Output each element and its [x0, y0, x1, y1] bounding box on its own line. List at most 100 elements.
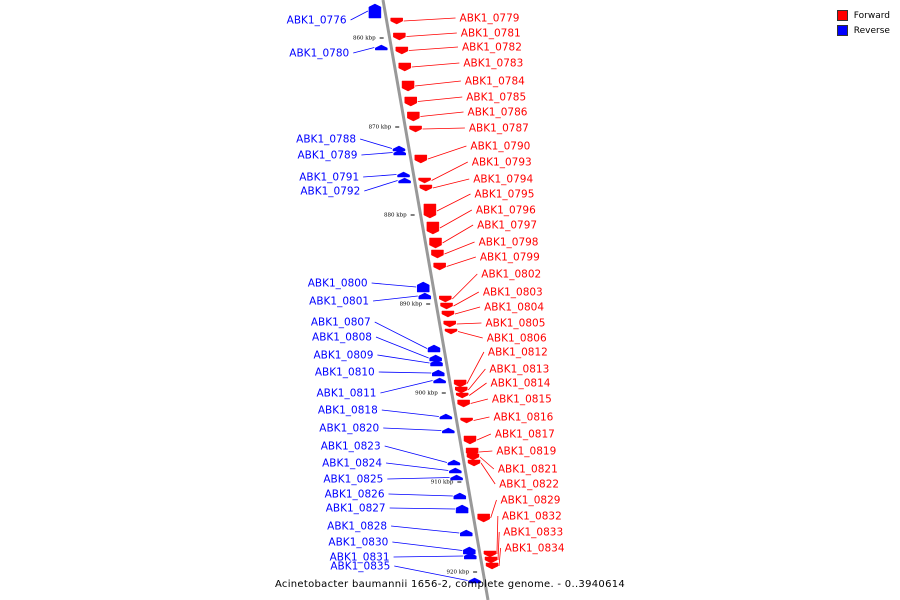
gene-feature[interactable] [433, 377, 446, 384]
gene-label[interactable]: ABK1_0798 [479, 237, 539, 249]
gene-label[interactable]: ABK1_0796 [476, 205, 536, 217]
gene-feature[interactable] [418, 292, 432, 300]
gene-feature[interactable] [390, 17, 403, 25]
gene-feature[interactable] [449, 467, 462, 474]
gene-label[interactable]: ABK1_0829 [501, 495, 561, 507]
gene-label[interactable]: ABK1_0831 [330, 552, 390, 564]
gene-label[interactable]: ABK1_0800 [308, 278, 368, 290]
gene-feature[interactable] [464, 552, 477, 560]
gene-label[interactable]: ABK1_0776 [287, 15, 347, 27]
gene-feature[interactable] [453, 379, 467, 388]
gene-label[interactable]: ABK1_0792 [300, 186, 360, 198]
gene-feature[interactable] [439, 295, 452, 303]
gene-feature[interactable] [441, 310, 455, 318]
gene-label[interactable]: ABK1_0790 [470, 141, 530, 153]
gene-feature[interactable] [398, 62, 411, 72]
gene-label[interactable]: ABK1_0826 [325, 489, 385, 501]
gene-feature[interactable] [484, 556, 498, 564]
gene-label[interactable]: ABK1_0833 [503, 527, 563, 539]
gene-label[interactable]: ABK1_0828 [327, 521, 387, 533]
gene-feature[interactable] [401, 80, 415, 92]
gene-label[interactable]: ABK1_0779 [460, 13, 520, 25]
gene-feature[interactable] [468, 577, 481, 584]
gene-label[interactable]: ABK1_0806 [487, 333, 547, 345]
gene-feature[interactable] [427, 344, 441, 353]
gene-label[interactable]: ABK1_0822 [499, 479, 559, 491]
gene-feature[interactable] [404, 96, 418, 107]
gene-label[interactable]: ABK1_0812 [488, 347, 548, 359]
gene-feature[interactable] [431, 249, 444, 259]
gene-label[interactable]: ABK1_0825 [323, 474, 383, 486]
gene-label[interactable]: ABK1_0782 [462, 42, 522, 54]
gene-feature[interactable] [393, 149, 406, 156]
gene-feature[interactable] [375, 44, 388, 51]
gene-label[interactable]: ABK1_0816 [493, 412, 553, 424]
gene-label[interactable]: ABK1_0834 [505, 543, 565, 555]
gene-feature[interactable] [419, 184, 433, 192]
gene-label[interactable]: ABK1_0801 [309, 296, 369, 308]
gene-feature[interactable] [442, 427, 455, 434]
gene-feature[interactable] [439, 413, 453, 420]
gene-feature[interactable] [395, 46, 409, 55]
gene-label[interactable]: ABK1_0786 [468, 107, 528, 119]
gene-label[interactable]: ABK1_0817 [495, 429, 555, 441]
gene-feature[interactable] [430, 359, 443, 367]
gene-feature[interactable] [443, 320, 456, 328]
gene-label[interactable]: ABK1_0795 [474, 189, 534, 201]
gene-feature[interactable] [444, 328, 458, 335]
gene-feature[interactable] [455, 504, 469, 514]
gene-label[interactable]: ABK1_0803 [483, 287, 543, 299]
gene-feature[interactable] [463, 435, 477, 445]
gene-feature[interactable] [453, 492, 467, 500]
gene-label[interactable]: ABK1_0809 [313, 350, 373, 362]
gene-label[interactable]: ABK1_0808 [312, 332, 372, 344]
gene-feature[interactable] [398, 177, 411, 184]
gene-feature[interactable] [485, 562, 499, 570]
gene-label[interactable]: ABK1_0823 [321, 441, 381, 453]
gene-label[interactable]: ABK1_0814 [491, 378, 551, 390]
gene-label[interactable]: ABK1_0807 [311, 317, 371, 329]
gene-feature[interactable] [433, 262, 446, 271]
gene-label[interactable]: ABK1_0835 [330, 561, 390, 573]
gene-label[interactable]: ABK1_0804 [484, 302, 544, 314]
gene-label[interactable]: ABK1_0810 [315, 367, 375, 379]
gene-feature[interactable] [455, 386, 468, 394]
gene-label[interactable]: ABK1_0784 [465, 76, 525, 88]
gene-feature[interactable] [460, 417, 473, 424]
gene-label[interactable]: ABK1_0781 [461, 28, 521, 40]
gene-label[interactable]: ABK1_0819 [496, 446, 556, 458]
gene-label[interactable]: ABK1_0805 [485, 318, 545, 330]
gene-label[interactable]: ABK1_0785 [466, 92, 526, 104]
gene-feature[interactable] [447, 459, 461, 466]
gene-label[interactable]: ABK1_0780 [289, 48, 349, 60]
gene-label[interactable]: ABK1_0794 [473, 174, 533, 186]
gene-feature[interactable] [460, 529, 473, 537]
gene-feature[interactable] [429, 237, 442, 249]
gene-feature[interactable] [393, 32, 406, 41]
gene-label[interactable]: ABK1_0797 [477, 220, 537, 232]
gene-feature[interactable] [450, 474, 463, 481]
gene-label[interactable]: ABK1_0787 [469, 123, 529, 135]
gene-label[interactable]: ABK1_0811 [317, 388, 377, 400]
gene-feature[interactable] [407, 111, 420, 122]
gene-label[interactable]: ABK1_0821 [498, 464, 558, 476]
gene-feature[interactable] [426, 221, 440, 235]
gene-label[interactable]: ABK1_0789 [297, 150, 357, 162]
gene-feature[interactable] [368, 3, 382, 19]
gene-feature[interactable] [466, 453, 480, 461]
gene-label[interactable]: ABK1_0788 [296, 134, 356, 146]
gene-label[interactable]: ABK1_0793 [472, 157, 532, 169]
gene-label[interactable]: ABK1_0827 [326, 503, 386, 515]
gene-feature[interactable] [483, 550, 497, 558]
gene-feature[interactable] [414, 154, 428, 164]
gene-label[interactable]: ABK1_0813 [489, 364, 549, 376]
gene-label[interactable]: ABK1_0824 [322, 458, 382, 470]
gene-feature[interactable] [477, 513, 490, 523]
gene-label[interactable]: ABK1_0820 [319, 423, 379, 435]
gene-label[interactable]: ABK1_0802 [481, 269, 541, 281]
gene-feature[interactable] [418, 177, 431, 184]
gene-feature[interactable] [440, 302, 453, 310]
gene-feature[interactable] [397, 171, 410, 178]
gene-feature[interactable] [455, 392, 469, 399]
gene-label[interactable]: ABK1_0815 [492, 394, 552, 406]
